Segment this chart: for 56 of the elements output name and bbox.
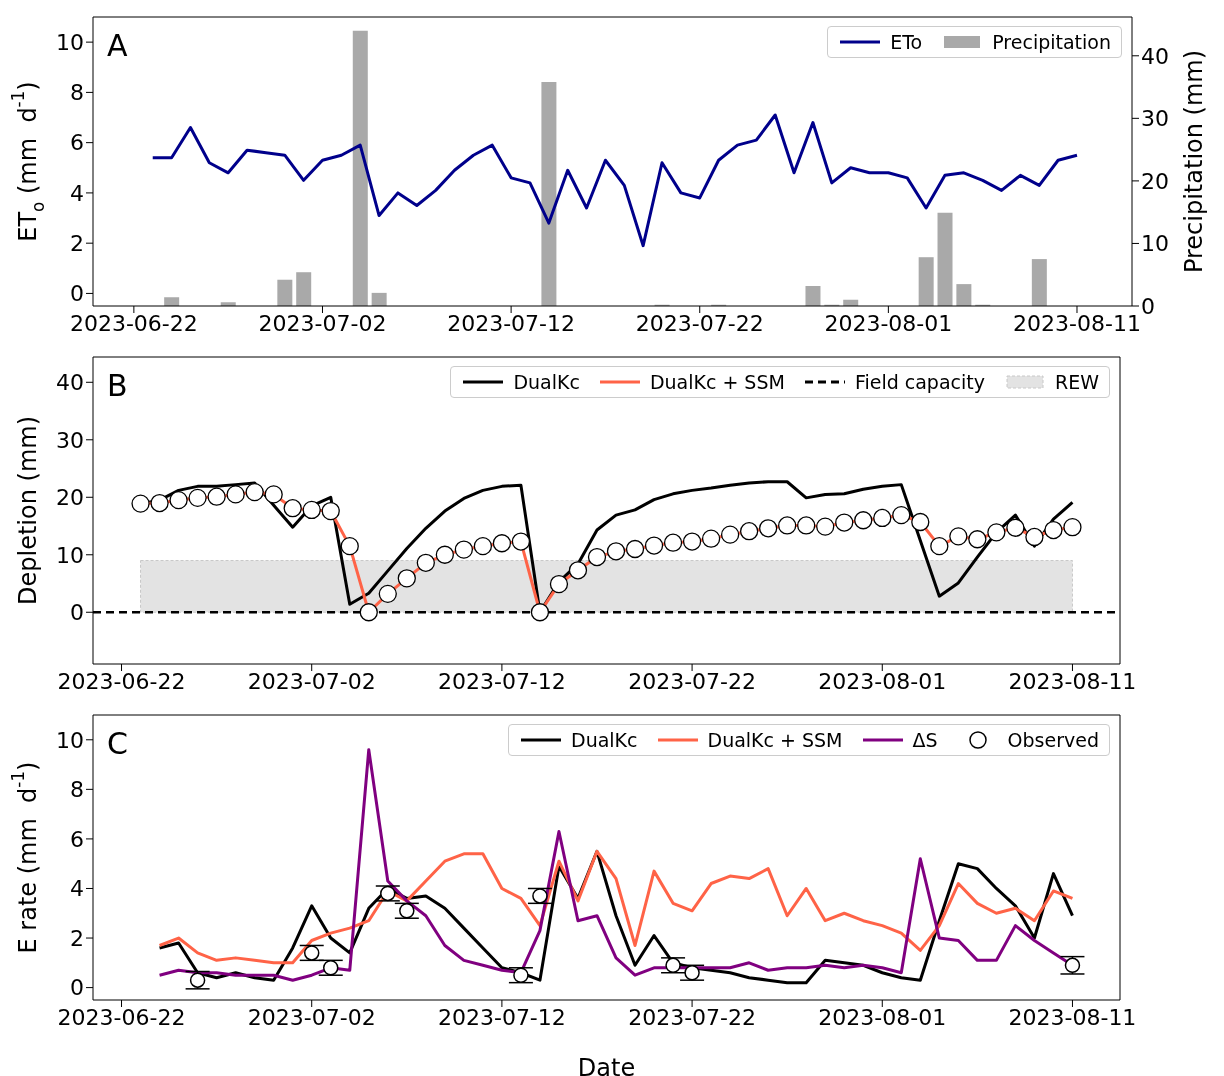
- legend-label: Observed: [1007, 729, 1099, 751]
- y-tick-label: 40: [56, 370, 84, 396]
- y-tick-label: 0: [70, 281, 84, 307]
- y-tick-label: 2: [70, 230, 84, 256]
- y2-tick-label: 10: [1141, 231, 1169, 257]
- x-tick-label: 2023-07-02: [247, 668, 376, 694]
- annotation: A: [107, 28, 128, 63]
- x-tick-label: 2023-06-22: [57, 1004, 186, 1030]
- y-tick-label: 10: [56, 727, 84, 753]
- x-tick-label: 2023-07-02: [258, 310, 387, 336]
- y-tick-label: 2: [70, 925, 84, 951]
- y-tick-label: 8: [70, 777, 84, 803]
- legend-label: Precipitation: [992, 31, 1111, 53]
- y2-tick-label: 40: [1141, 43, 1169, 69]
- x-tick-label: 2023-08-01: [824, 310, 953, 336]
- y2-tick-label: 0: [1141, 293, 1155, 319]
- x-tick-label: 2023-06-22: [57, 668, 186, 694]
- y-axis-title: Depletion (mm): [14, 416, 42, 605]
- y2-tick-label: 30: [1141, 106, 1169, 132]
- y2-tick-label: 20: [1141, 168, 1169, 194]
- annotation: B: [107, 368, 128, 403]
- y-tick-label: 10: [56, 29, 84, 55]
- y-tick-label: 0: [70, 975, 84, 1001]
- y-tick-label: 0: [70, 600, 84, 626]
- x-tick-label: 2023-08-11: [1008, 668, 1137, 694]
- y-tick-label: 10: [56, 542, 84, 568]
- y-tick-label: 8: [70, 80, 84, 106]
- x-tick-label: 2023-08-11: [1008, 1004, 1137, 1030]
- y-tick-label: 30: [56, 427, 84, 453]
- annotation: C: [107, 726, 128, 761]
- legend-label: DualKc: [571, 729, 638, 751]
- x-tick-label: 2023-08-11: [1013, 310, 1141, 336]
- legend-label: DualKc + SSM: [707, 729, 843, 751]
- legend-label: DualKc: [513, 371, 580, 393]
- x-tick-label: 2023-07-12: [447, 310, 576, 336]
- x-tick-label: 2023-07-22: [635, 310, 764, 336]
- legend-label: ETo: [890, 31, 923, 53]
- y-tick-label: 6: [70, 826, 84, 852]
- legend-label: DualKc + SSM: [649, 371, 785, 393]
- y-tick-label: 6: [70, 130, 84, 156]
- y-tick-label: 4: [70, 876, 84, 902]
- legend-label: REW: [1055, 371, 1099, 393]
- legend-label: Field capacity: [854, 371, 985, 393]
- y-tick-label: 20: [56, 485, 84, 511]
- x-tick-label: 2023-08-01: [818, 1004, 947, 1030]
- legend-label: ΔS: [912, 729, 938, 751]
- x-tick-label: 2023-07-12: [437, 668, 566, 694]
- y2-axis-title: Precipitation (mm): [1180, 49, 1208, 274]
- x-tick-label: 2023-07-12: [437, 1004, 566, 1030]
- x-tick-label: 2023-07-02: [247, 1004, 376, 1030]
- x-tick-label: 2023-08-01: [818, 668, 947, 694]
- x-tick-label: 2023-07-22: [628, 1004, 757, 1030]
- x-tick-label: 2023-07-22: [628, 668, 757, 694]
- x-axis-title: Date: [577, 1054, 636, 1076]
- y-tick-label: 4: [70, 180, 84, 206]
- x-tick-label: 2023-06-22: [69, 310, 198, 336]
